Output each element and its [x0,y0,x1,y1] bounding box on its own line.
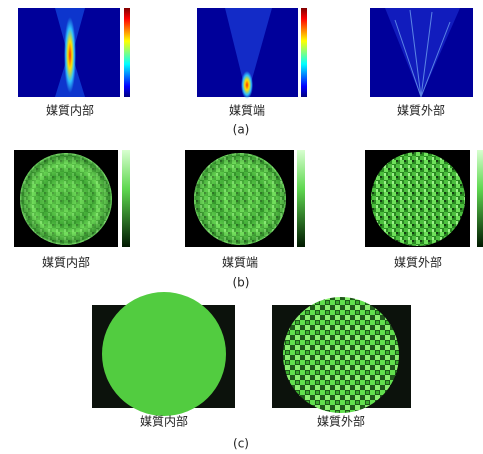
sample-disc [102,292,226,416]
beam-focus [64,17,76,93]
sample-disc [371,152,465,246]
caption: 媒質外部 [394,255,442,270]
figure: 媒質内部 媒質端 媒質外部 (a) 媒質内部 媒質端 媒質外部 (b) 媒質内部… [0,0,483,454]
colorbar [122,150,130,247]
row-c: 媒質内部 媒質外部 (c) [92,292,411,451]
beam-focus [241,71,253,99]
caption: 媒質内部 [140,414,188,429]
caption: 媒質外部 [397,103,445,118]
caption: 媒質端 [222,255,258,270]
panel-label: (c) [233,437,249,451]
colorbar [297,150,305,247]
caption: 媒質内部 [42,255,90,270]
colorbar [124,8,130,97]
sample-texture [20,153,112,245]
sample-disc [283,297,399,413]
caption: 媒質端 [229,103,265,118]
panel-label: (b) [233,276,250,290]
caption: 媒質内部 [46,103,94,118]
panel-label: (a) [233,123,250,137]
row-a: 媒質内部 媒質端 媒質外部 (a) [18,8,473,137]
row-b: 媒質内部 媒質端 媒質外部 (b) [14,150,483,290]
page: 媒質内部 媒質端 媒質外部 (a) 媒質内部 媒質端 媒質外部 (b) 媒質内部… [0,0,483,454]
caption: 媒質外部 [317,414,365,429]
colorbar [301,8,307,97]
sample-texture [194,153,286,245]
colorbar [477,150,483,247]
